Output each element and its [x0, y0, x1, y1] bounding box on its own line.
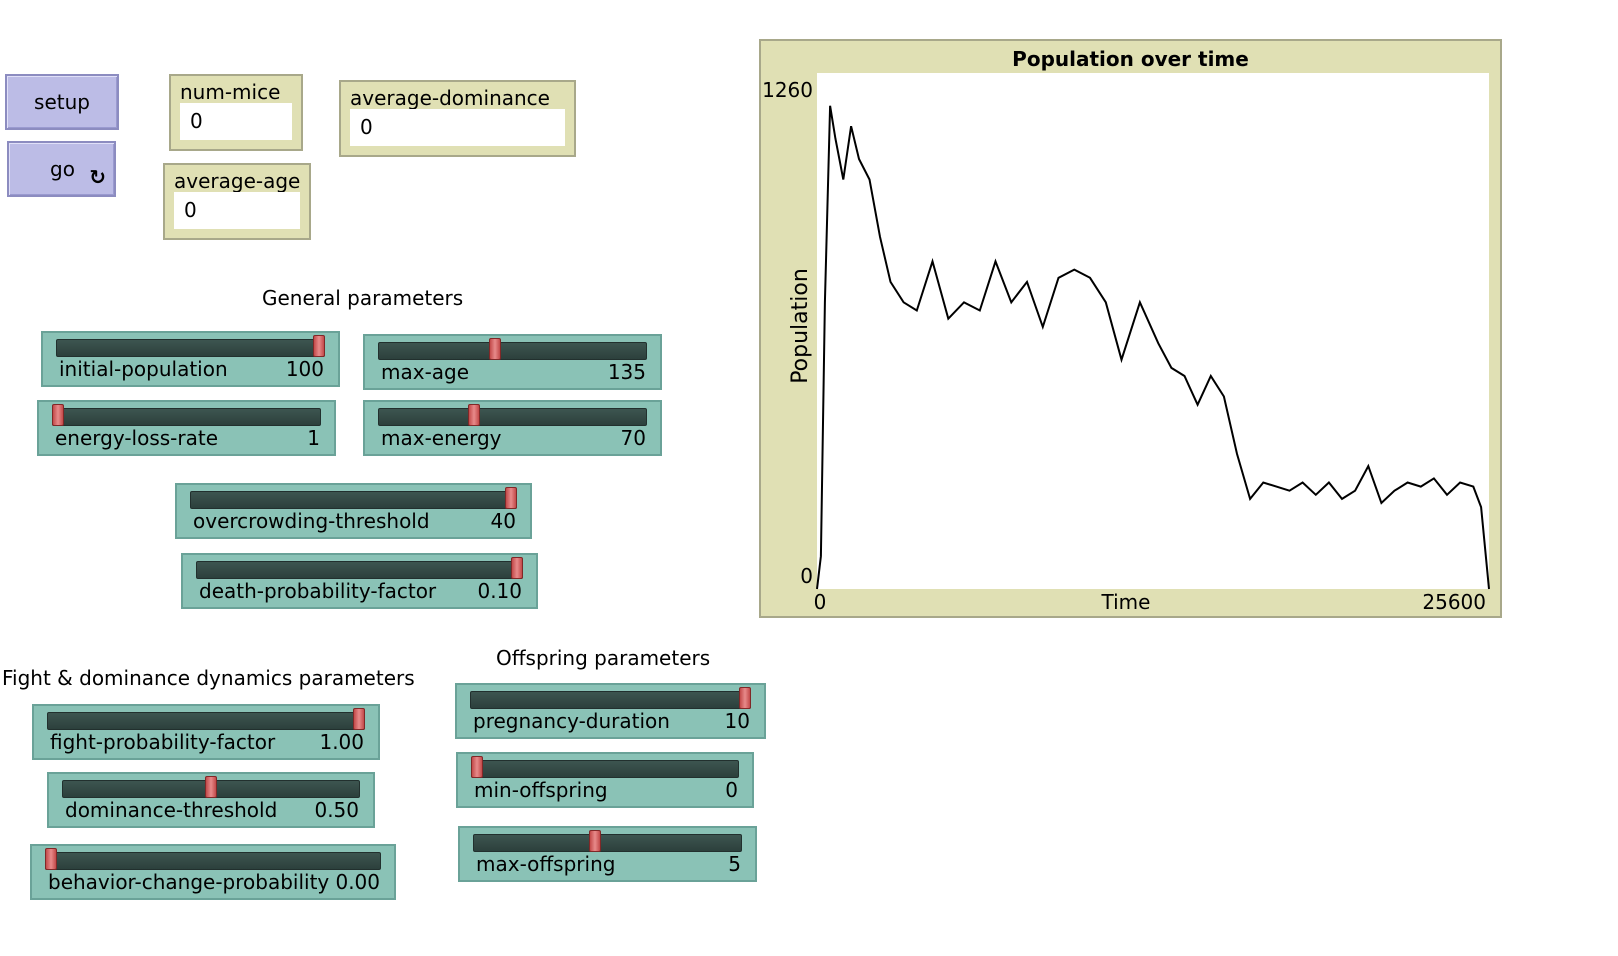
- slider-thumb[interactable]: [45, 848, 57, 870]
- slider-value: 100: [285, 357, 324, 381]
- plot-canvas: 1260 0 0 25600 Time Population: [762, 73, 1490, 614]
- average-age-label: average-age: [174, 169, 301, 193]
- slider-value: 1.00: [319, 730, 364, 754]
- slider-thumb[interactable]: [588, 830, 601, 852]
- behavior-change-probability-slider[interactable]: behavior-change-probability 0.00: [30, 844, 396, 900]
- slider-label: energy-loss-rate: [55, 426, 219, 450]
- slider-value: 10: [724, 709, 750, 733]
- x-axis-label: Time: [1101, 590, 1151, 614]
- slider-value: 70: [620, 426, 646, 450]
- slider-thumb[interactable]: [505, 487, 517, 509]
- slider-label: behavior-change-probability: [48, 870, 330, 894]
- x-max-label: 25600: [1422, 590, 1486, 614]
- slider-label: death-probability-factor: [199, 579, 437, 603]
- pregnancy-duration-slider[interactable]: pregnancy-duration 10: [455, 683, 766, 739]
- num-mice-value: 0: [180, 103, 292, 140]
- slider-value: 5: [728, 852, 741, 876]
- slider-thumb[interactable]: [313, 335, 325, 357]
- slider-thumb[interactable]: [739, 687, 751, 709]
- slider-track[interactable]: [471, 760, 739, 778]
- average-dominance-value: 0: [350, 109, 565, 146]
- y-min-label: 0: [800, 564, 813, 588]
- slider-label: max-age: [381, 360, 470, 384]
- slider-thumb[interactable]: [511, 557, 523, 579]
- slider-track[interactable]: [473, 834, 742, 852]
- max-age-slider[interactable]: max-age 135: [363, 334, 662, 390]
- slider-track[interactable]: [56, 339, 325, 357]
- y-max-label: 1260: [762, 78, 813, 102]
- slider-thumb[interactable]: [353, 708, 365, 730]
- slider-thumb[interactable]: [467, 404, 480, 426]
- slider-label: dominance-threshold: [65, 798, 278, 822]
- go-button[interactable]: go ↻: [7, 141, 116, 197]
- death-probability-factor-slider[interactable]: death-probability-factor 0.10: [181, 553, 538, 609]
- slider-value: 135: [607, 360, 646, 384]
- fight-parameters-heading: Fight & dominance dynamics parameters: [2, 666, 415, 690]
- slider-track[interactable]: [45, 852, 381, 870]
- overcrowding-threshold-slider[interactable]: overcrowding-threshold 40: [175, 483, 532, 539]
- slider-track[interactable]: [190, 491, 517, 509]
- plot-title: Population over time: [1012, 47, 1249, 71]
- slider-value: 40: [490, 509, 516, 533]
- forever-icon: ↻: [89, 165, 106, 189]
- slider-label: pregnancy-duration: [473, 709, 670, 733]
- slider-value: 0.00: [335, 870, 380, 894]
- slider-track[interactable]: [470, 691, 751, 709]
- slider-value: 0.10: [477, 579, 522, 603]
- average-dominance-monitor: average-dominance 0: [339, 80, 576, 157]
- slider-label: fight-probability-factor: [50, 730, 276, 754]
- initial-population-slider[interactable]: initial-population 100: [41, 331, 340, 387]
- slider-value: 0.50: [314, 798, 359, 822]
- x-min-label: 0: [814, 590, 827, 614]
- slider-thumb[interactable]: [205, 776, 217, 798]
- general-parameters-heading: General parameters: [262, 286, 464, 310]
- dominance-threshold-slider[interactable]: dominance-threshold 0.50: [47, 772, 375, 828]
- slider-value: 1: [307, 426, 320, 450]
- go-button-label: go: [50, 157, 75, 181]
- setup-button[interactable]: setup: [5, 74, 119, 130]
- max-offspring-slider[interactable]: max-offspring 5: [458, 826, 757, 882]
- average-age-value: 0: [174, 192, 300, 229]
- slider-track[interactable]: [196, 561, 523, 579]
- slider-track[interactable]: [47, 712, 365, 730]
- slider-label: max-offspring: [476, 852, 616, 876]
- max-energy-slider[interactable]: max-energy 70: [363, 400, 662, 456]
- slider-label: min-offspring: [474, 778, 608, 802]
- fight-probability-factor-slider[interactable]: fight-probability-factor 1.00: [32, 704, 380, 760]
- num-mice-label: num-mice: [180, 80, 281, 104]
- slider-track[interactable]: [378, 408, 647, 426]
- slider-thumb[interactable]: [488, 338, 501, 360]
- num-mice-monitor: num-mice 0: [169, 74, 303, 151]
- slider-thumb[interactable]: [471, 756, 483, 778]
- slider-value: 0: [725, 778, 738, 802]
- average-dominance-label: average-dominance: [350, 86, 550, 110]
- offspring-parameters-heading: Offspring parameters: [496, 646, 711, 670]
- slider-label: initial-population: [59, 357, 228, 381]
- slider-track[interactable]: [378, 342, 647, 360]
- slider-label: overcrowding-threshold: [193, 509, 430, 533]
- energy-loss-rate-slider[interactable]: energy-loss-rate 1: [37, 400, 336, 456]
- population-series-line: [816, 105, 1490, 590]
- slider-label: max-energy: [381, 426, 502, 450]
- slider-track[interactable]: [52, 408, 321, 426]
- population-plot: Population over time 1260 0 0 25600 Time…: [759, 39, 1502, 618]
- setup-button-label: setup: [34, 90, 90, 114]
- average-age-monitor: average-age 0: [163, 163, 311, 240]
- min-offspring-slider[interactable]: min-offspring 0: [456, 752, 754, 808]
- slider-thumb[interactable]: [52, 404, 64, 426]
- y-axis-label: Population: [788, 268, 813, 384]
